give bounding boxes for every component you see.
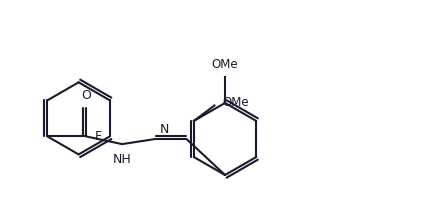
Text: N: N [160, 123, 169, 136]
Text: OMe: OMe [212, 58, 238, 71]
Text: F: F [95, 130, 102, 143]
Text: NH: NH [113, 153, 131, 166]
Text: OMe: OMe [222, 96, 249, 110]
Text: O: O [81, 89, 91, 102]
